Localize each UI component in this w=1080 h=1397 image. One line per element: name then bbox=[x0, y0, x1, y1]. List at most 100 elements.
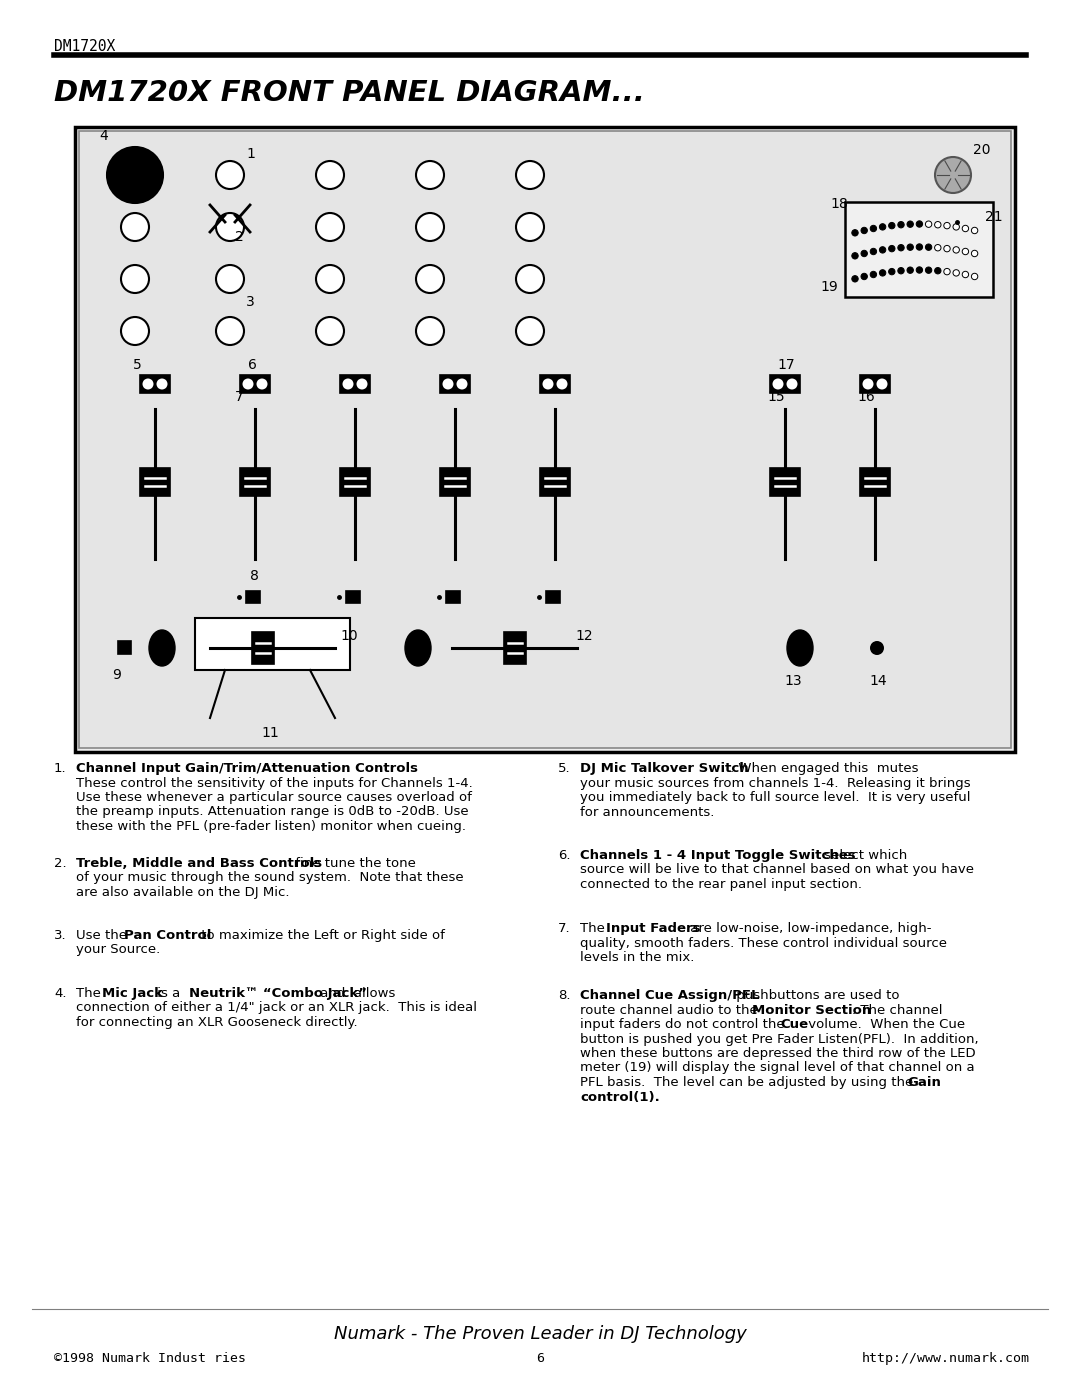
Circle shape bbox=[556, 379, 567, 390]
Circle shape bbox=[516, 161, 544, 189]
Circle shape bbox=[121, 317, 149, 345]
Circle shape bbox=[870, 225, 877, 232]
Text: 14: 14 bbox=[869, 673, 887, 687]
Text: 19: 19 bbox=[820, 279, 838, 293]
Text: 2.: 2. bbox=[54, 856, 67, 870]
Text: Use these whenever a particular source causes overload of: Use these whenever a particular source c… bbox=[76, 791, 472, 805]
Circle shape bbox=[516, 265, 544, 293]
Circle shape bbox=[889, 268, 895, 275]
Text: DM1720X FRONT PANEL DIAGRAM...: DM1720X FRONT PANEL DIAGRAM... bbox=[54, 80, 645, 108]
Circle shape bbox=[107, 147, 163, 203]
Circle shape bbox=[962, 225, 969, 232]
Circle shape bbox=[870, 249, 877, 254]
Bar bbox=[770, 374, 800, 393]
Text: 20: 20 bbox=[973, 142, 990, 156]
Bar bbox=[446, 591, 460, 604]
Bar bbox=[240, 468, 270, 496]
Bar bbox=[440, 468, 470, 496]
Circle shape bbox=[916, 244, 922, 250]
Text: DJ Mic Talkover Switch: DJ Mic Talkover Switch bbox=[580, 761, 748, 775]
Text: 10: 10 bbox=[340, 629, 357, 643]
Text: for connecting an XLR Gooseneck directly.: for connecting an XLR Gooseneck directly… bbox=[76, 1016, 357, 1030]
Text: Use the: Use the bbox=[76, 929, 132, 942]
Text: button is pushed you get Pre Fader Listen(PFL).  In addition,: button is pushed you get Pre Fader Liste… bbox=[580, 1032, 978, 1045]
Bar bbox=[252, 631, 274, 664]
Circle shape bbox=[934, 222, 941, 228]
Text: 6: 6 bbox=[536, 1352, 544, 1365]
Bar bbox=[75, 127, 1015, 752]
Circle shape bbox=[243, 379, 254, 390]
Text: your Source.: your Source. bbox=[76, 943, 160, 957]
Text: source will be live to that channel based on what you have: source will be live to that channel base… bbox=[580, 863, 974, 876]
Ellipse shape bbox=[405, 630, 431, 666]
Bar bbox=[195, 617, 350, 671]
Text: route channel audio to the: route channel audio to the bbox=[580, 1003, 762, 1017]
Text: Channel Cue Assign/PFL: Channel Cue Assign/PFL bbox=[580, 989, 759, 1002]
Circle shape bbox=[889, 222, 895, 229]
Circle shape bbox=[897, 222, 904, 228]
Bar bbox=[540, 468, 570, 496]
Ellipse shape bbox=[787, 630, 813, 666]
Text: PFL basis.  The level can be adjusted by using the: PFL basis. The level can be adjusted by … bbox=[580, 1076, 918, 1090]
Circle shape bbox=[879, 270, 886, 277]
Text: Treble, Middle and Bass Controls: Treble, Middle and Bass Controls bbox=[76, 856, 322, 870]
Text: Neutrik™ “Combo Jack”: Neutrik™ “Combo Jack” bbox=[189, 988, 367, 1000]
Circle shape bbox=[157, 379, 167, 390]
Text: 2: 2 bbox=[235, 231, 244, 244]
Circle shape bbox=[953, 247, 959, 253]
Text: Pan Control: Pan Control bbox=[124, 929, 212, 942]
Circle shape bbox=[861, 250, 867, 257]
Text: 6.: 6. bbox=[558, 849, 570, 862]
Text: 5.: 5. bbox=[558, 761, 570, 775]
Text: 4: 4 bbox=[99, 129, 108, 142]
Bar bbox=[246, 591, 260, 604]
Bar bbox=[240, 374, 270, 393]
Circle shape bbox=[962, 249, 969, 254]
Circle shape bbox=[772, 379, 783, 390]
Circle shape bbox=[926, 221, 932, 228]
Circle shape bbox=[443, 379, 454, 390]
Circle shape bbox=[416, 317, 444, 345]
Circle shape bbox=[216, 317, 244, 345]
Circle shape bbox=[216, 212, 244, 242]
Circle shape bbox=[416, 161, 444, 189]
Text: The: The bbox=[76, 988, 105, 1000]
Circle shape bbox=[870, 271, 877, 278]
Text: the preamp inputs. Attenuation range is 0dB to -20dB. Use: the preamp inputs. Attenuation range is … bbox=[76, 806, 469, 819]
Bar bbox=[860, 374, 890, 393]
Text: 18: 18 bbox=[831, 197, 848, 211]
Circle shape bbox=[861, 228, 867, 233]
Text: of your music through the sound system.  Note that these: of your music through the sound system. … bbox=[76, 872, 463, 884]
Bar bbox=[440, 374, 470, 393]
Text: quality, smooth faders. These control individual source: quality, smooth faders. These control in… bbox=[580, 936, 947, 950]
Text: 11: 11 bbox=[261, 726, 279, 740]
Circle shape bbox=[944, 246, 950, 251]
Circle shape bbox=[907, 244, 914, 250]
Circle shape bbox=[934, 267, 941, 274]
Bar bbox=[504, 631, 526, 664]
Text: 7: 7 bbox=[235, 390, 244, 404]
Text: volume.  When the Cue: volume. When the Cue bbox=[804, 1018, 966, 1031]
Text: Cue: Cue bbox=[780, 1018, 808, 1031]
Circle shape bbox=[916, 221, 922, 228]
Text: Mic Jack: Mic Jack bbox=[102, 988, 163, 1000]
Circle shape bbox=[944, 222, 950, 229]
Circle shape bbox=[316, 317, 345, 345]
Circle shape bbox=[861, 274, 867, 279]
Circle shape bbox=[879, 224, 886, 231]
Text: and  allows: and allows bbox=[316, 988, 395, 1000]
Bar bbox=[346, 591, 360, 604]
Circle shape bbox=[852, 229, 859, 236]
Circle shape bbox=[907, 267, 914, 274]
Text: Monitor Section: Monitor Section bbox=[752, 1003, 872, 1017]
Text: 8.: 8. bbox=[558, 989, 570, 1002]
Circle shape bbox=[863, 379, 874, 390]
Circle shape bbox=[897, 244, 904, 251]
Circle shape bbox=[926, 267, 932, 274]
Text: your music sources from channels 1-4.  Releasing it brings: your music sources from channels 1-4. Re… bbox=[580, 777, 971, 789]
Circle shape bbox=[926, 244, 932, 250]
Circle shape bbox=[971, 274, 977, 279]
Circle shape bbox=[356, 379, 367, 390]
Text: are also available on the DJ Mic.: are also available on the DJ Mic. bbox=[76, 886, 289, 900]
Text: to maximize the Left or Right side of: to maximize the Left or Right side of bbox=[197, 929, 445, 942]
